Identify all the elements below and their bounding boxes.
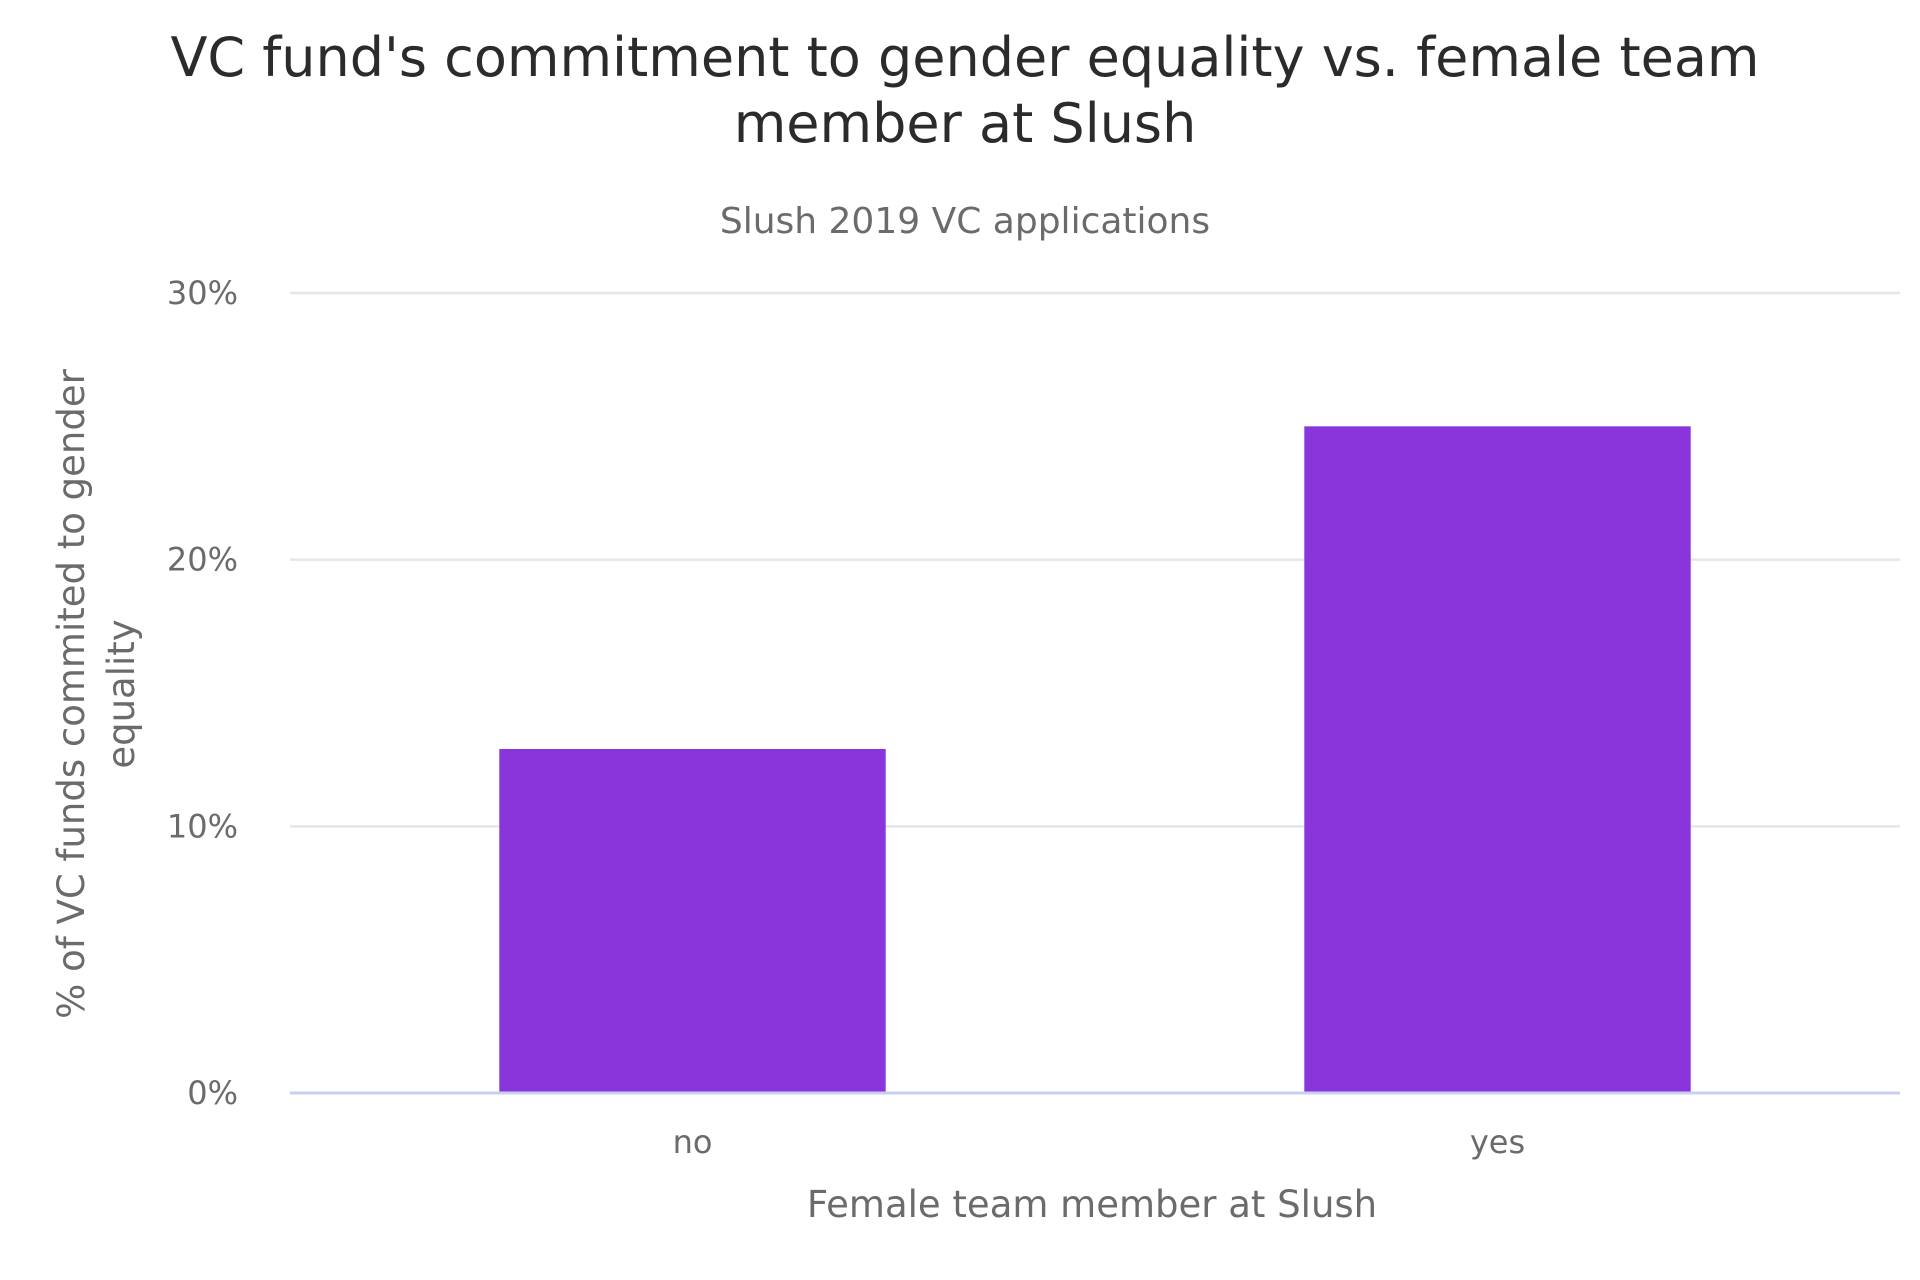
y-axis-label: % of VC funds commited to gender equalit… [50, 368, 143, 1018]
bar-yes [1304, 426, 1691, 1093]
x-axis-label: Female team member at Slush [807, 1183, 1377, 1226]
y-axis-label-line-2: equality [100, 619, 143, 768]
chart-subtitle: Slush 2019 VC applications [720, 201, 1210, 242]
x-axis-ticks: no yes [673, 1123, 1526, 1161]
y-tick-label: 30% [167, 274, 238, 312]
y-tick-label: 20% [167, 541, 238, 579]
bars [499, 426, 1691, 1093]
y-axis-ticks: 0% 10% 20% 30% [167, 274, 238, 1112]
chart-title-line-1: VC fund's commitment to gender equality … [170, 26, 1759, 89]
x-tick-label: yes [1470, 1123, 1525, 1161]
y-tick-label: 10% [167, 807, 238, 845]
y-axis-label-line-1: % of VC funds commited to gender [50, 368, 93, 1018]
chart-title: VC fund's commitment to gender equality … [170, 26, 1759, 155]
y-tick-label: 0% [187, 1074, 238, 1112]
x-tick-label: no [673, 1123, 713, 1161]
bar-no [499, 749, 886, 1093]
chart-title-line-2: member at Slush [734, 92, 1197, 155]
